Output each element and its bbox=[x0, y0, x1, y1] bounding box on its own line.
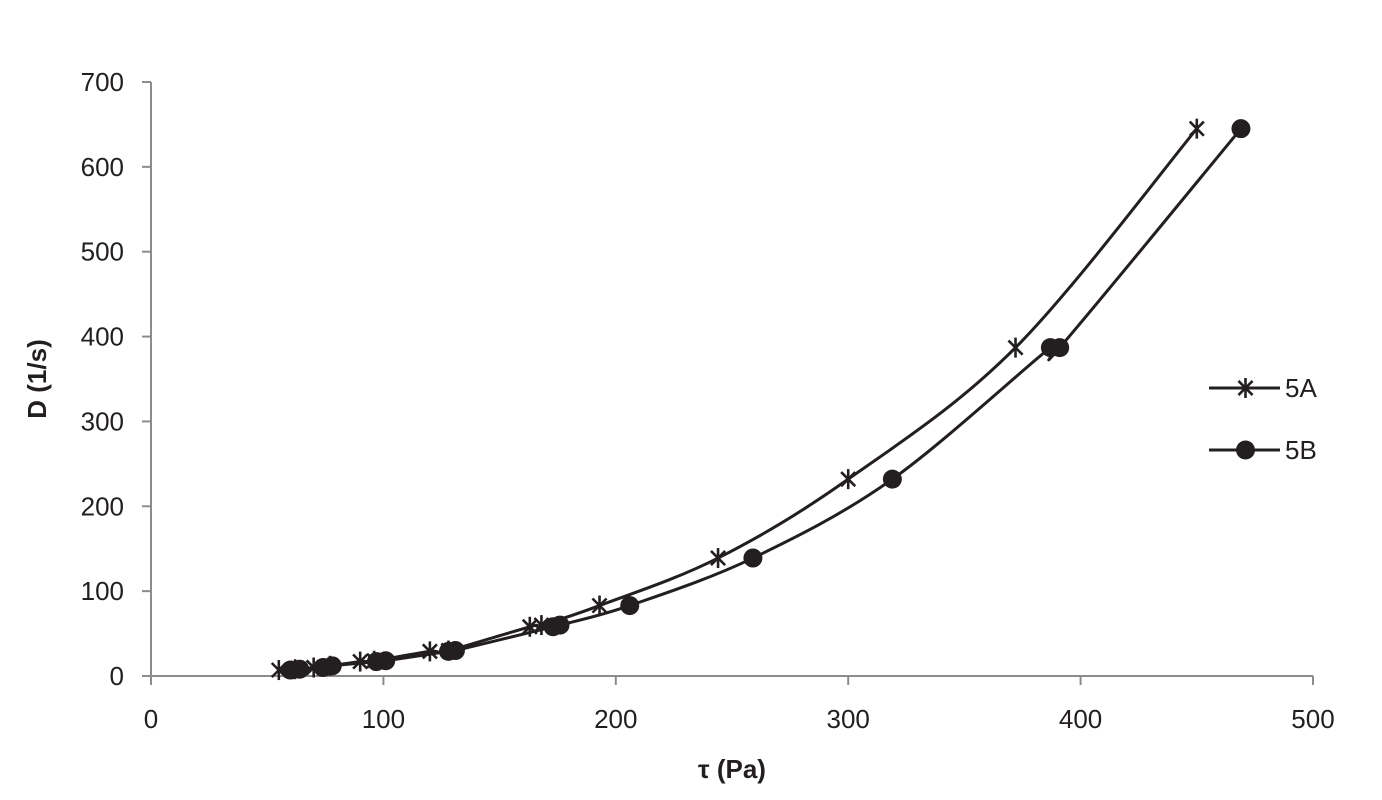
data-point-5A bbox=[710, 548, 727, 569]
series-5B bbox=[280, 119, 1251, 680]
data-point-5B bbox=[550, 615, 570, 635]
x-tick-label: 300 bbox=[827, 704, 870, 734]
y-axis-ticks: 0 100 200 300 400 500 600 700 bbox=[81, 67, 151, 691]
data-point-5A bbox=[591, 595, 608, 616]
data-point-5B bbox=[1050, 338, 1070, 358]
data-point-5B bbox=[445, 641, 465, 661]
legend-marker bbox=[1236, 440, 1255, 460]
legend-label: 5B bbox=[1285, 435, 1317, 465]
y-tick-label: 300 bbox=[81, 406, 124, 436]
series-line-5A bbox=[278, 127, 1198, 672]
y-tick-label: 100 bbox=[81, 576, 124, 606]
legend-item-5A: 5A bbox=[1209, 373, 1317, 403]
data-point-5B bbox=[376, 651, 396, 671]
y-tick-label: 600 bbox=[81, 152, 124, 182]
x-tick-label: 400 bbox=[1059, 704, 1102, 734]
legend-item-5B: 5B bbox=[1209, 435, 1317, 465]
legend-label: 5A bbox=[1285, 373, 1317, 403]
x-axis-title: τ (Pa) bbox=[698, 754, 766, 784]
legend-marker bbox=[1237, 378, 1254, 398]
data-point-5A bbox=[840, 469, 857, 490]
legend: 5A 5B bbox=[1209, 373, 1317, 465]
y-tick-label: 500 bbox=[81, 237, 124, 267]
y-tick-label: 0 bbox=[110, 661, 124, 691]
x-tick-label: 0 bbox=[144, 704, 158, 734]
x-axis-ticks: 0 100 200 300 400 500 bbox=[144, 676, 1335, 734]
data-point-5B bbox=[1231, 119, 1251, 139]
data-point-5B bbox=[322, 656, 342, 676]
y-tick-label: 200 bbox=[81, 491, 124, 521]
axes bbox=[150, 82, 1313, 677]
series-layer bbox=[270, 118, 1251, 681]
y-axis-title: D (1/s) bbox=[22, 339, 52, 418]
data-point-5A bbox=[352, 651, 369, 672]
x-tick-label: 100 bbox=[362, 704, 405, 734]
data-point-5B bbox=[620, 596, 640, 616]
data-point-5B bbox=[290, 659, 310, 679]
data-point-5B bbox=[882, 469, 902, 489]
data-point-5A bbox=[1007, 337, 1024, 358]
y-tick-label: 400 bbox=[81, 322, 124, 352]
x-tick-label: 500 bbox=[1291, 704, 1334, 734]
x-tick-label: 200 bbox=[594, 704, 637, 734]
data-point-5B bbox=[743, 548, 763, 568]
data-point-5A bbox=[1188, 118, 1205, 139]
y-tick-label: 700 bbox=[81, 67, 124, 97]
series-line-5B bbox=[290, 127, 1243, 672]
series-5A bbox=[270, 118, 1205, 681]
